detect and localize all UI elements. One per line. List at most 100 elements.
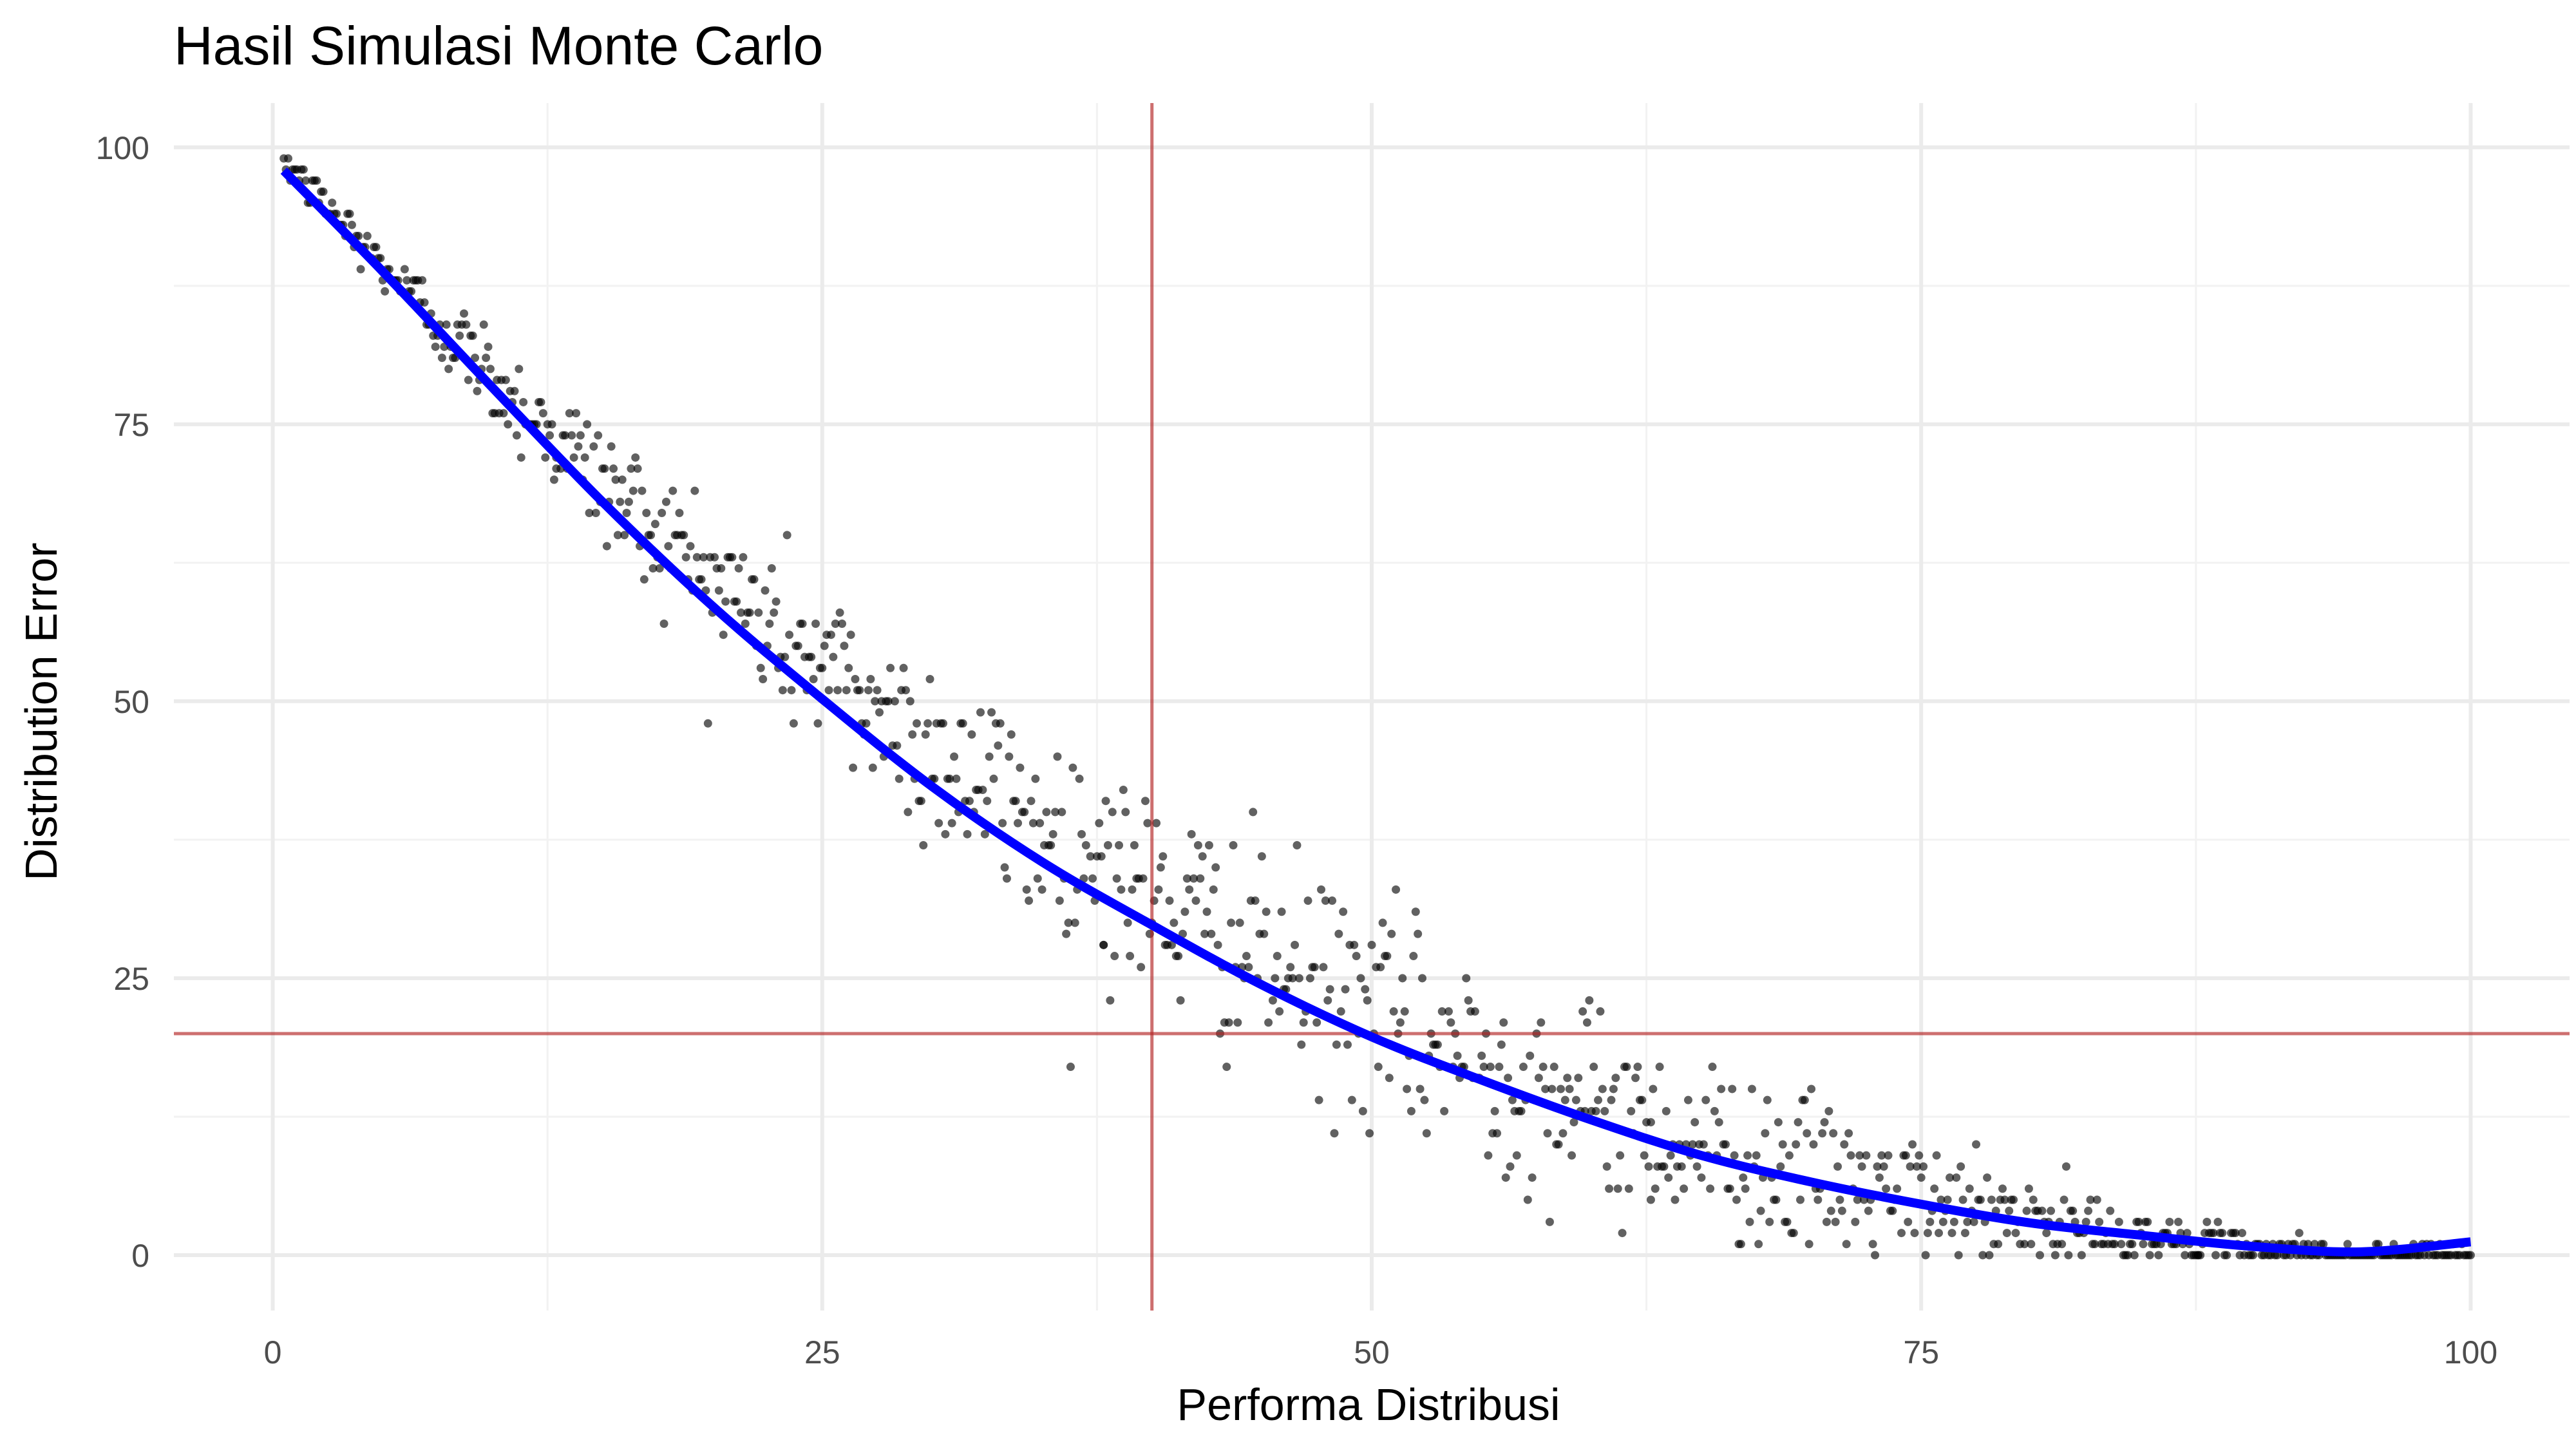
scatter-point <box>1275 1007 1284 1016</box>
scatter-point <box>1743 1151 1752 1160</box>
scatter-point <box>692 553 701 562</box>
scatter-point <box>1213 940 1222 949</box>
scatter-point <box>1917 1173 1926 1182</box>
scatter-point <box>1651 1184 1660 1193</box>
scatter-point <box>1803 1129 1812 1138</box>
scatter-point <box>1602 1162 1611 1171</box>
scatter-point <box>831 619 840 628</box>
scatter-point <box>1837 1206 1846 1215</box>
scatter-point <box>1310 963 1319 972</box>
scatter-point <box>1937 1195 1946 1204</box>
scatter-point <box>1341 985 1350 994</box>
scatter-point <box>589 442 598 451</box>
scatter-point <box>1699 1140 1708 1149</box>
scatter-point <box>1440 1106 1449 1115</box>
scatter-point <box>1680 1184 1689 1193</box>
scatter-point <box>2466 1251 2475 1260</box>
scatter-point <box>947 819 956 828</box>
scatter-point <box>938 719 947 728</box>
scatter-point <box>2249 1251 2258 1260</box>
scatter-point <box>1277 907 1286 916</box>
scatter-point <box>1196 874 1205 883</box>
scatter-point <box>1833 1162 1842 1171</box>
scatter-point <box>455 331 464 340</box>
scatter-point <box>761 586 770 595</box>
scatter-point <box>1862 1151 1871 1160</box>
scatter-point <box>1422 1129 1431 1138</box>
scatter-point <box>770 608 779 617</box>
scatter-point <box>2196 1251 2205 1260</box>
scatter-point <box>2020 1240 2029 1249</box>
scatter-point <box>1534 1074 1543 1083</box>
scatter-point <box>1783 1217 1792 1226</box>
scatter-point <box>1778 1140 1787 1149</box>
scatter-point <box>1882 1184 1891 1193</box>
scatter-point <box>627 464 636 473</box>
scatter-point <box>785 630 794 639</box>
scatter-point <box>1159 852 1168 861</box>
scatter-point <box>1046 841 1056 850</box>
scatter-point <box>1312 1018 1321 1027</box>
scatter-point <box>1501 1173 1510 1182</box>
scatter-point <box>2183 1229 2192 1238</box>
scatter-point <box>647 531 656 540</box>
scatter-point <box>1809 1140 1818 1149</box>
scatter-point <box>952 774 961 783</box>
scatter-point <box>661 497 670 506</box>
scatter-point <box>1504 1074 1513 1083</box>
scatter-point <box>2209 1229 2218 1238</box>
scatter-point <box>1969 1217 1978 1226</box>
scatter-point <box>789 719 798 728</box>
scatter-point <box>1031 774 1040 783</box>
scatter-point <box>809 674 818 683</box>
scatter-point <box>1297 1040 1306 1049</box>
scatter-point <box>1947 1229 1956 1238</box>
scatter-point <box>1831 1217 1840 1226</box>
scatter-point <box>1174 952 1183 961</box>
scatter-point <box>585 508 594 517</box>
scatter-point <box>363 231 372 240</box>
scatter-point <box>301 176 310 185</box>
scatter-point <box>958 719 967 728</box>
scatter-point <box>1789 1229 1798 1238</box>
scatter-point <box>1855 1151 1864 1160</box>
scatter-point <box>1598 1084 1607 1094</box>
scatter-point <box>765 619 774 628</box>
scatter-point <box>1204 841 1213 850</box>
scatter-point <box>1842 1240 1851 1249</box>
scatter-point <box>967 730 976 739</box>
scatter-point <box>1910 1229 1919 1238</box>
scatter-point <box>1268 996 1277 1005</box>
scatter-point <box>1385 1074 1394 1083</box>
scatter-point <box>1200 929 1209 938</box>
scatter-point <box>602 542 611 551</box>
scatter-point <box>1871 1251 1880 1260</box>
scatter-point <box>1484 1151 1493 1160</box>
scatter-point <box>1209 885 1218 894</box>
scatter-point <box>1725 1184 1734 1193</box>
scatter-point <box>2029 1195 2038 1204</box>
scatter-point <box>1291 940 1300 949</box>
scatter-point <box>1844 1129 1853 1138</box>
scatter-point <box>1317 885 1326 894</box>
scatter-point <box>1244 963 1253 972</box>
scatter-point <box>1745 1217 1754 1226</box>
scatter-point <box>2237 1229 2246 1238</box>
scatter-point <box>1904 1217 1913 1226</box>
scatter-point <box>642 508 651 517</box>
scatter-point <box>2038 1206 2047 1215</box>
scatter-point <box>1952 1173 1961 1182</box>
scatter-point <box>1730 1151 1739 1160</box>
scatter-point <box>607 442 616 451</box>
scatter-point <box>1506 1162 1515 1171</box>
scatter-point <box>1776 1162 1785 1171</box>
scatter-point <box>697 575 706 584</box>
scatter-point <box>1539 1063 1548 1072</box>
scatter-point <box>1987 1195 1996 1204</box>
scatter-point <box>2114 1217 2123 1226</box>
scatter-point <box>1446 1018 1455 1027</box>
scatter-point <box>1785 1151 1794 1160</box>
scatter-point <box>1303 896 1312 905</box>
scatter-point <box>732 597 741 606</box>
